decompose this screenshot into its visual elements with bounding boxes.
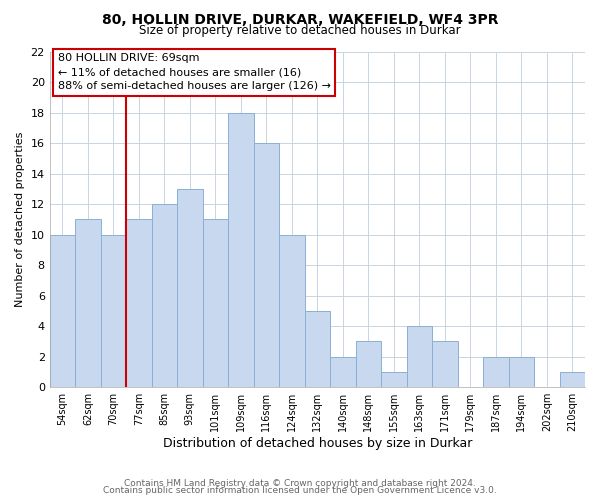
Bar bbox=[381, 372, 407, 387]
Bar bbox=[126, 220, 152, 387]
Bar bbox=[560, 372, 585, 387]
Text: Contains public sector information licensed under the Open Government Licence v3: Contains public sector information licen… bbox=[103, 486, 497, 495]
Text: Contains HM Land Registry data © Crown copyright and database right 2024.: Contains HM Land Registry data © Crown c… bbox=[124, 478, 476, 488]
X-axis label: Distribution of detached houses by size in Durkar: Distribution of detached houses by size … bbox=[163, 437, 472, 450]
Text: 80 HOLLIN DRIVE: 69sqm
← 11% of detached houses are smaller (16)
88% of semi-det: 80 HOLLIN DRIVE: 69sqm ← 11% of detached… bbox=[58, 53, 331, 91]
Bar bbox=[432, 342, 458, 387]
Text: Size of property relative to detached houses in Durkar: Size of property relative to detached ho… bbox=[139, 24, 461, 37]
Bar bbox=[101, 234, 126, 387]
Bar bbox=[75, 220, 101, 387]
Bar bbox=[228, 112, 254, 387]
Bar bbox=[152, 204, 177, 387]
Bar bbox=[50, 234, 75, 387]
Bar bbox=[203, 220, 228, 387]
Bar bbox=[330, 356, 356, 387]
Bar bbox=[177, 189, 203, 387]
Bar bbox=[483, 356, 509, 387]
Bar bbox=[407, 326, 432, 387]
Bar bbox=[254, 143, 279, 387]
Bar bbox=[305, 311, 330, 387]
Bar bbox=[279, 234, 305, 387]
Text: 80, HOLLIN DRIVE, DURKAR, WAKEFIELD, WF4 3PR: 80, HOLLIN DRIVE, DURKAR, WAKEFIELD, WF4… bbox=[102, 12, 498, 26]
Y-axis label: Number of detached properties: Number of detached properties bbox=[15, 132, 25, 307]
Bar bbox=[509, 356, 534, 387]
Bar bbox=[356, 342, 381, 387]
